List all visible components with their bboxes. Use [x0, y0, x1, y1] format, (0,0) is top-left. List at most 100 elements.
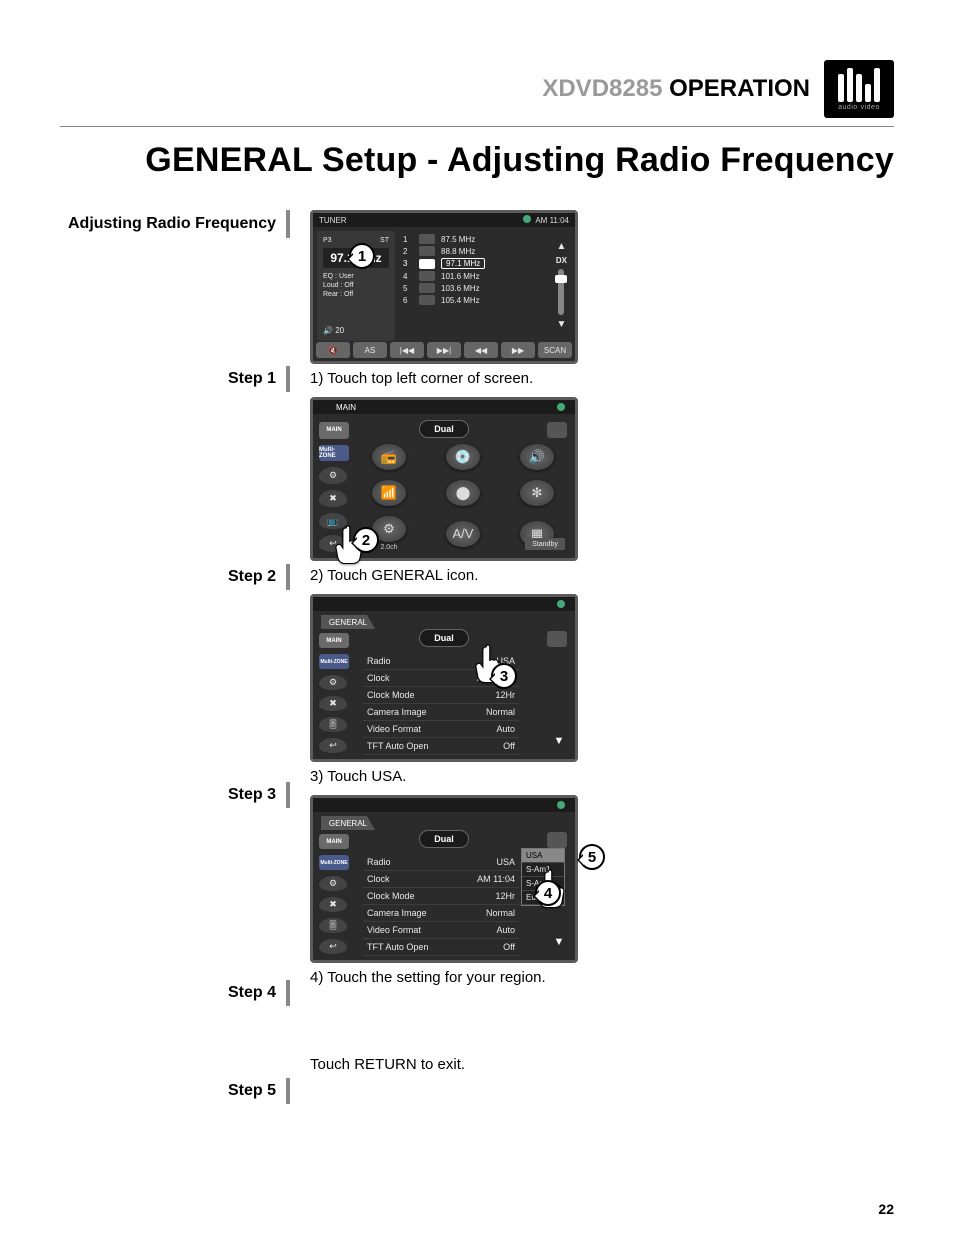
rear-info: Rear : Off	[323, 290, 389, 299]
return-icon[interactable]	[547, 422, 567, 438]
brand-logo: audio·video	[824, 60, 894, 118]
menu-item[interactable]: 📻	[363, 444, 415, 470]
sidebar-main[interactable]: MAIN	[319, 422, 349, 439]
callout-2-num: 2	[362, 532, 370, 549]
preset-row[interactable]: 6105.4 MHz	[403, 294, 571, 306]
brand-badge: Dual	[419, 420, 469, 438]
preset-row[interactable]: 187.5 MHz	[403, 233, 571, 245]
menu-item[interactable]: 💿	[437, 444, 489, 470]
left-column: Adjusting Radio Frequency Step 1 Step 2 …	[60, 210, 290, 1104]
preset-list: 187.5 MHz288.8 MHz397.1 MHz4101.6 MHz510…	[399, 227, 575, 345]
sidebar-icon-1[interactable]: ⚙	[319, 876, 347, 891]
tuner-info: EQ : User Loud : Off Rear : Off	[323, 272, 389, 299]
settings-row[interactable]: ClockAM 11:04	[363, 871, 519, 888]
model-number: XDVD8285	[542, 75, 662, 102]
operation-label: OPERATION	[669, 75, 810, 102]
content-grid: Adjusting Radio Frequency Step 1 Step 2 …	[60, 210, 894, 1104]
bluetooth-icon	[557, 403, 565, 411]
brand-badge: Dual	[419, 830, 469, 848]
callout-4-num: 4	[544, 885, 552, 902]
standby-button[interactable]: Standby	[525, 538, 565, 550]
sidebar-icon-3[interactable]: 📺	[319, 513, 347, 530]
scroll-down-icon[interactable]: ▼	[553, 735, 565, 747]
sidebar-icon-4[interactable]: ↩	[319, 738, 347, 753]
sidebar-icon-1[interactable]: ⚙	[319, 675, 347, 690]
header-title: XDVD8285 OPERATION	[542, 75, 810, 103]
screenshot-step3: GENERAL Dual MAIN Multi-ZONE ⚙ ✖ 🎚 ↩ Rad…	[310, 594, 578, 762]
sidebar-multizone[interactable]: Multi-ZONE	[319, 855, 349, 870]
preset-row[interactable]: 288.8 MHz	[403, 245, 571, 257]
settings-row[interactable]: Camera ImageNormal	[363, 905, 519, 922]
region-option[interactable]: S-Am1	[522, 863, 564, 877]
settings-row[interactable]: Video FormatAuto	[363, 721, 519, 738]
step5-caption: Touch RETURN to exit.	[310, 1056, 894, 1073]
tuner-control-button[interactable]: 🔇	[316, 342, 350, 358]
tuner-body: P3ST 97.1 MHz EQ : User Loud : Off Rear …	[313, 227, 575, 345]
step3-topbar	[313, 597, 575, 611]
menu-item[interactable]: 📶	[363, 480, 415, 506]
general-tab[interactable]: GENERAL	[321, 615, 375, 629]
sidebar-icon-2[interactable]: ✖	[319, 696, 347, 711]
preset-row[interactable]: 4101.6 MHz	[403, 270, 571, 282]
region-option[interactable]: USA	[522, 849, 564, 863]
sidebar-main[interactable]: MAIN	[319, 633, 349, 648]
callout-5-num: 5	[588, 849, 596, 866]
settings-row[interactable]: Clock Mode12Hr	[363, 888, 519, 905]
dx-label: DX	[556, 256, 567, 265]
tuner-control-button[interactable]: ▶▶	[501, 342, 535, 358]
scroll-down-icon[interactable]: ▼	[553, 936, 565, 948]
menu-item[interactable]: ⬤	[437, 480, 489, 506]
return-icon[interactable]	[547, 832, 567, 848]
main-tab[interactable]: MAIN	[319, 400, 373, 414]
tuner-control-button[interactable]: SCAN	[538, 342, 572, 358]
main-menu-grid: 📻💿🔊📶⬤✻⚙2.0chA/V▦	[363, 444, 563, 548]
step4-topbar	[313, 798, 575, 812]
page-title: GENERAL Setup - Adjusting Radio Frequenc…	[60, 141, 894, 180]
bluetooth-icon	[523, 215, 531, 223]
logo-bars	[838, 68, 880, 102]
menu-item[interactable]: A/V	[437, 516, 489, 551]
sidebar-main[interactable]: MAIN	[319, 834, 349, 849]
sidebar-title: Adjusting Radio Frequency	[60, 210, 290, 238]
preset-row[interactable]: 397.1 MHz	[403, 257, 571, 270]
sidebar-multizone[interactable]: Multi-ZONE	[319, 445, 349, 462]
step-2-label: Step 2	[60, 564, 290, 590]
screenshot-step4: GENERAL Dual MAIN Multi-ZONE ⚙ ✖ 🎚 ↩ Rad…	[310, 795, 578, 963]
menu-item[interactable]: ✻	[511, 480, 563, 506]
sidebar-icon-3[interactable]: 🎚	[319, 717, 347, 732]
settings-row[interactable]: RadioUSA	[363, 854, 519, 871]
brand-badge: Dual	[419, 629, 469, 647]
settings-row[interactable]: Clock Mode12Hr	[363, 687, 519, 704]
settings-row[interactable]: TFT Auto OpenOff	[363, 939, 519, 956]
step3-caption: 3) Touch USA.	[310, 768, 894, 785]
sidebar-icon-3[interactable]: 🎚	[319, 918, 347, 933]
callout-2: 2	[353, 527, 379, 553]
settings-row[interactable]: Video FormatAuto	[363, 922, 519, 939]
tuner-bottombar: 🔇AS|◀◀▶▶|◀◀▶▶SCAN	[316, 342, 572, 358]
sidebar-icon-1[interactable]: ⚙	[319, 467, 347, 484]
sidebar-icon-2[interactable]: ✖	[319, 897, 347, 912]
sidebar-multizone[interactable]: Multi-ZONE	[319, 654, 349, 669]
tuner-control-button[interactable]: |◀◀	[390, 342, 424, 358]
tuner-control-button[interactable]: ◀◀	[464, 342, 498, 358]
tuner-control-button[interactable]: ▶▶|	[427, 342, 461, 358]
general-tab[interactable]: GENERAL	[321, 816, 375, 830]
step2-topbar: MAIN	[313, 400, 575, 414]
callout-3-num: 3	[500, 668, 508, 685]
settings-row[interactable]: Camera ImageNormal	[363, 704, 519, 721]
step1-topbar: TUNER AM 11:04	[313, 213, 575, 227]
tuner-control-button[interactable]: AS	[353, 342, 387, 358]
stereo-indicator: ST	[380, 237, 389, 244]
sidebar-icon-2[interactable]: ✖	[319, 490, 347, 507]
page-number: 22	[878, 1201, 894, 1217]
sidebar-icon-4[interactable]: ↩	[319, 939, 347, 954]
menu-item[interactable]: 🔊	[511, 444, 563, 470]
settings-row[interactable]: TFT Auto OpenOff	[363, 738, 519, 755]
sidebar-icon-4[interactable]: ↩	[319, 535, 347, 552]
tune-slider[interactable]	[558, 269, 564, 315]
step1-caption: 1) Touch top left corner of screen.	[310, 370, 894, 387]
preset-row[interactable]: 5103.6 MHz	[403, 282, 571, 294]
return-icon[interactable]	[547, 631, 567, 647]
loud-info: Loud : Off	[323, 281, 389, 290]
clock: AM 11:04	[535, 216, 569, 225]
